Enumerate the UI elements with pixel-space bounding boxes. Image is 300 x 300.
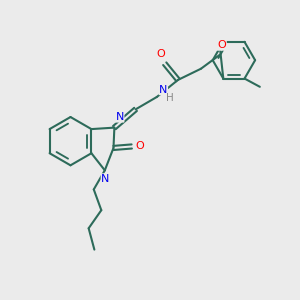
Text: O: O (157, 49, 166, 59)
Text: N: N (116, 112, 124, 122)
Text: N: N (159, 85, 167, 94)
Text: O: O (136, 142, 145, 152)
Text: H: H (166, 94, 174, 103)
Text: O: O (218, 40, 226, 50)
Text: N: N (101, 174, 110, 184)
